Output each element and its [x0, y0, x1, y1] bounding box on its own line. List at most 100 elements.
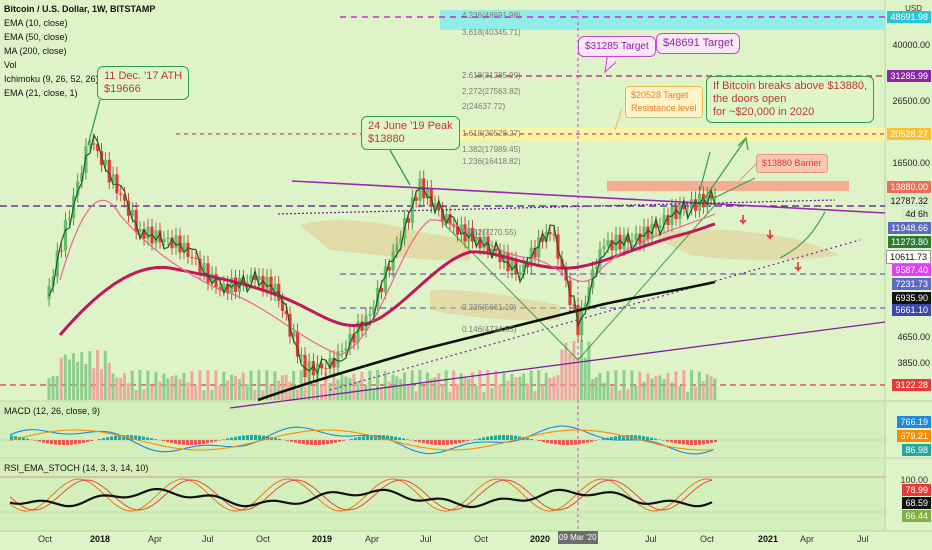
- volume-bar: [591, 379, 595, 400]
- macd-bar: [674, 440, 677, 444]
- candle[interactable]: [107, 152, 111, 190]
- candle[interactable]: [610, 232, 614, 258]
- candle[interactable]: [340, 343, 344, 359]
- candle[interactable]: [182, 234, 186, 260]
- candle[interactable]: [96, 136, 100, 158]
- candle[interactable]: [658, 217, 662, 235]
- candle[interactable]: [614, 226, 618, 258]
- fib-label: 0.382(7270.55): [462, 228, 517, 237]
- candle[interactable]: [328, 350, 332, 377]
- candle[interactable]: [448, 206, 452, 232]
- candle[interactable]: [324, 360, 328, 377]
- candle[interactable]: [119, 185, 123, 202]
- candle[interactable]: [576, 297, 580, 343]
- candle[interactable]: [618, 226, 622, 257]
- candle[interactable]: [63, 212, 68, 258]
- candle[interactable]: [295, 323, 300, 364]
- macd-bar: [662, 440, 665, 441]
- candle[interactable]: [598, 241, 602, 274]
- candle[interactable]: [214, 266, 218, 295]
- candle[interactable]: [666, 207, 670, 232]
- candle[interactable]: [245, 274, 249, 292]
- candle[interactable]: [383, 258, 387, 300]
- candle[interactable]: [311, 353, 315, 383]
- candle[interactable]: [410, 189, 414, 230]
- candle[interactable]: [518, 264, 522, 281]
- indicator-vol[interactable]: Vol: [4, 60, 17, 70]
- candle[interactable]: [273, 275, 277, 302]
- time-axis-label: 2020: [530, 534, 551, 544]
- candle[interactable]: [162, 231, 166, 250]
- candle[interactable]: [47, 278, 51, 307]
- candle[interactable]: [602, 238, 606, 256]
- candle[interactable]: [348, 326, 352, 356]
- macd-bar: [574, 440, 577, 445]
- price-tag: 20528.27: [887, 128, 931, 140]
- candle[interactable]: [80, 165, 84, 189]
- candle[interactable]: [693, 191, 698, 218]
- candle[interactable]: [646, 218, 650, 246]
- candle[interactable]: [76, 173, 80, 203]
- macd-bar: [114, 435, 117, 440]
- candle[interactable]: [440, 201, 445, 228]
- candle[interactable]: [194, 250, 198, 266]
- macd-bar: [250, 435, 253, 440]
- fib-label: 2(24637.72): [462, 102, 506, 111]
- candle[interactable]: [233, 269, 238, 299]
- candle[interactable]: [59, 242, 63, 258]
- candle[interactable]: [368, 306, 372, 323]
- candle[interactable]: [303, 347, 307, 384]
- candle[interactable]: [467, 220, 471, 249]
- indicator-ma200[interactable]: MA (200, close): [4, 46, 67, 56]
- candle[interactable]: [662, 207, 666, 233]
- candle[interactable]: [580, 300, 584, 343]
- time-axis-label: Oct: [38, 534, 53, 544]
- candle[interactable]: [336, 343, 340, 375]
- candle[interactable]: [307, 353, 311, 384]
- candle[interactable]: [490, 240, 494, 259]
- macd-bar: [226, 438, 229, 440]
- indicator-ema50[interactable]: EMA (50, close): [4, 32, 68, 42]
- candle[interactable]: [510, 251, 514, 279]
- candle[interactable]: [190, 249, 194, 265]
- candle[interactable]: [170, 229, 174, 256]
- candle[interactable]: [418, 170, 422, 208]
- candle[interactable]: [142, 221, 146, 246]
- volume-bar: [638, 371, 642, 400]
- candle[interactable]: [315, 355, 320, 383]
- candle[interactable]: [425, 180, 430, 206]
- macd-bar: [150, 438, 153, 440]
- candle[interactable]: [533, 240, 537, 265]
- candle[interactable]: [158, 222, 162, 250]
- macd-label[interactable]: MACD (12, 26, close, 9): [4, 406, 101, 416]
- candle[interactable]: [123, 186, 127, 208]
- candle[interactable]: [230, 269, 234, 301]
- indicator-ema10[interactable]: EMA (10, close): [4, 18, 68, 28]
- candle[interactable]: [51, 268, 55, 294]
- candle[interactable]: [67, 210, 72, 228]
- candle[interactable]: [332, 350, 336, 375]
- macd-bar: [330, 440, 333, 444]
- candle[interactable]: [626, 227, 630, 250]
- candle[interactable]: [674, 198, 678, 226]
- candle[interactable]: [111, 166, 115, 190]
- candle[interactable]: [344, 340, 348, 358]
- volume-bar: [482, 391, 486, 400]
- candle[interactable]: [166, 229, 170, 246]
- candle[interactable]: [299, 347, 303, 364]
- indicator-ema21[interactable]: EMA (21, close, 1): [4, 88, 78, 98]
- candle[interactable]: [154, 222, 158, 251]
- macd-bar: [414, 440, 417, 442]
- candle[interactable]: [544, 224, 548, 249]
- candle[interactable]: [92, 135, 96, 151]
- candle[interactable]: [241, 269, 245, 292]
- candle[interactable]: [174, 227, 178, 256]
- volume-bar: [529, 370, 533, 400]
- candle[interactable]: [186, 234, 190, 264]
- candle[interactable]: [146, 218, 150, 246]
- candle[interactable]: [261, 268, 265, 297]
- candle[interactable]: [705, 187, 709, 215]
- rsi-label[interactable]: RSI_EMA_STOCH (14, 3, 3, 14, 10): [4, 463, 149, 473]
- fib-band-20528: [440, 128, 885, 141]
- indicator-ichimoku[interactable]: Ichimoku (9, 26, 52, 26): [4, 74, 99, 84]
